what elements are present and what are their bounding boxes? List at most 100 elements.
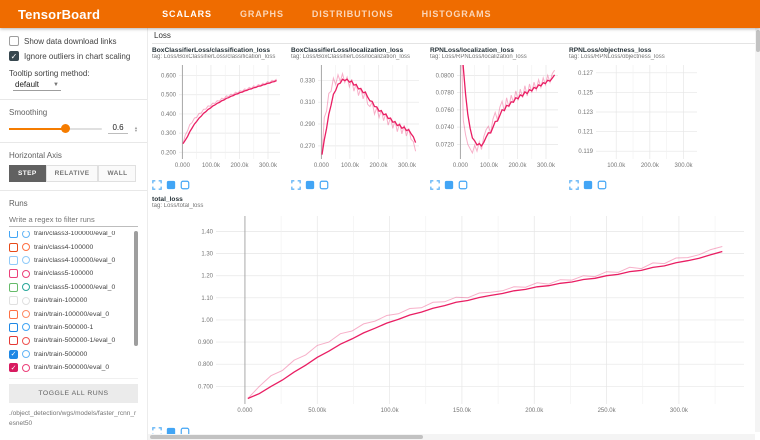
run-list-scrollbar[interactable]	[134, 231, 138, 346]
run-visibility-circle-icon[interactable]	[22, 270, 30, 278]
horizontal-scrollbar[interactable]	[148, 434, 755, 440]
run-rows: train/class3-100000/eval_0train/class4-1…	[9, 231, 138, 374]
tooltip-sort-row: Tooltip sorting method: default ▼	[9, 69, 138, 91]
category-header-loss[interactable]: Loss	[152, 28, 756, 44]
run-label: train/train-500000	[34, 351, 87, 358]
expand-chart-icon[interactable]	[569, 180, 579, 190]
show-download-links-row[interactable]: Show data download links	[9, 36, 138, 46]
expand-chart-icon[interactable]	[152, 180, 162, 190]
tab-scalars[interactable]: SCALARS	[162, 9, 212, 19]
run-checkbox[interactable]	[9, 269, 18, 278]
svg-text:300.0k: 300.0k	[398, 163, 417, 169]
chart-tag: tag: Loss/RPNLoss/localization_loss	[430, 54, 564, 60]
ignore-outliers-checkbox[interactable]: ✓	[9, 51, 19, 61]
toggle-log-scale-icon[interactable]	[166, 180, 176, 190]
run-row[interactable]: train/train-500000-1/eval_0	[9, 334, 138, 347]
pin-card-icon[interactable]	[458, 180, 468, 190]
run-row[interactable]: ✓ train/train-500000	[9, 348, 138, 361]
run-row[interactable]: ✓ train/train-500000/eval_0	[9, 361, 138, 374]
smoothing-stepper[interactable]: ▲▼	[134, 126, 138, 132]
run-visibility-circle-icon[interactable]	[22, 297, 30, 305]
run-checkbox[interactable]	[9, 336, 18, 345]
vertical-scrollbar[interactable]	[755, 28, 760, 432]
smoothing-slider-thumb[interactable]	[61, 124, 70, 133]
run-visibility-circle-icon[interactable]	[22, 310, 30, 318]
smoothing-value[interactable]: 0.6	[108, 123, 128, 134]
run-row[interactable]: train/class4-100000/eval_0	[9, 254, 138, 267]
svg-text:0.123: 0.123	[578, 110, 594, 116]
ignore-outliers-row[interactable]: ✓ Ignore outliers in chart scaling	[9, 51, 138, 61]
chart-canvas-total_loss[interactable]: 0.7000.8000.9001.001.101.201.301.400.000…	[152, 210, 752, 420]
run-row[interactable]: train/train-100000/eval_0	[9, 307, 138, 320]
run-checkbox[interactable]	[9, 310, 18, 319]
run-row[interactable]: train/train-500000-1	[9, 321, 138, 334]
show-download-links-checkbox[interactable]	[9, 36, 19, 46]
vertical-scrollbar-thumb[interactable]	[756, 30, 760, 52]
tab-graphs[interactable]: GRAPHS	[240, 9, 284, 19]
horizontal-axis-buttons: STEPRELATIVEWALL	[9, 165, 138, 182]
expand-chart-icon[interactable]	[291, 180, 301, 190]
svg-text:200.0k: 200.0k	[369, 163, 388, 169]
toggle-log-scale-icon[interactable]	[305, 180, 315, 190]
run-checkbox[interactable]	[9, 323, 18, 332]
run-visibility-circle-icon[interactable]	[22, 323, 30, 331]
run-checkbox[interactable]: ✓	[9, 363, 18, 372]
svg-text:0.125: 0.125	[578, 90, 594, 96]
run-row[interactable]: train/class3-100000/eval_0	[9, 231, 138, 240]
svg-text:0.800: 0.800	[198, 362, 214, 368]
toggle-log-scale-icon[interactable]	[583, 180, 593, 190]
chart-canvas-rpn_localization_loss[interactable]: 0.07200.07400.07600.07800.08000.000100.0…	[430, 61, 564, 173]
run-checkbox[interactable]: ✓	[9, 350, 18, 359]
tab-distributions[interactable]: DISTRIBUTIONS	[312, 9, 394, 19]
run-visibility-circle-icon[interactable]	[22, 231, 30, 238]
run-visibility-circle-icon[interactable]	[22, 243, 30, 251]
tooltip-sort-select[interactable]: default ▼	[13, 78, 61, 91]
run-row[interactable]: train/train-100000	[9, 294, 138, 307]
chart-card-box_localization_loss: BoxClassifierLoss/localization_losstag: …	[291, 47, 425, 191]
pin-card-icon[interactable]	[597, 180, 607, 190]
run-visibility-circle-icon[interactable]	[22, 364, 30, 372]
run-checkbox[interactable]	[9, 243, 18, 252]
tensorboard-app: TensorBoard SCALARSGRAPHSDISTRIBUTIONSHI…	[0, 0, 760, 440]
run-checkbox[interactable]	[9, 283, 18, 292]
chart-card-box_classification_loss: BoxClassifierLoss/classification_losstag…	[152, 47, 286, 191]
axis-button-wall[interactable]: WALL	[98, 165, 136, 182]
pin-card-icon[interactable]	[180, 180, 190, 190]
run-checkbox[interactable]	[9, 256, 18, 265]
horizontal-scrollbar-thumb[interactable]	[150, 435, 423, 439]
run-filter-input[interactable]	[9, 213, 138, 227]
smoothing-slider-row: 0.6 ▲▼	[9, 123, 138, 134]
run-visibility-circle-icon[interactable]	[22, 337, 30, 345]
svg-text:300.0k: 300.0k	[537, 163, 556, 169]
tab-histograms[interactable]: HISTOGRAMS	[422, 9, 492, 19]
axis-button-relative[interactable]: RELATIVE	[46, 165, 99, 182]
run-row[interactable]: train/class5-100000	[9, 267, 138, 280]
svg-text:0.300: 0.300	[161, 131, 177, 137]
divider	[0, 142, 147, 143]
run-visibility-circle-icon[interactable]	[22, 350, 30, 358]
run-row[interactable]: train/class4-100000	[9, 240, 138, 253]
svg-text:1.20: 1.20	[201, 274, 213, 280]
toggle-log-scale-icon[interactable]	[444, 180, 454, 190]
chart-title: BoxClassifierLoss/classification_loss	[152, 47, 286, 54]
run-checkbox[interactable]	[9, 231, 18, 238]
pin-card-icon[interactable]	[319, 180, 329, 190]
svg-text:200.0k: 200.0k	[508, 163, 527, 169]
svg-text:0.0720: 0.0720	[436, 142, 455, 148]
chart-toolbar	[430, 179, 564, 191]
expand-chart-icon[interactable]	[430, 180, 440, 190]
chart-canvas-rpn_objectness_loss[interactable]: 0.1190.1210.1230.1250.127100.0k200.0k300…	[569, 61, 703, 173]
run-row[interactable]: train/class5-100000/eval_0	[9, 281, 138, 294]
run-label: train/class5-100000/eval_0	[34, 284, 115, 291]
run-visibility-circle-icon[interactable]	[22, 256, 30, 264]
chart-canvas-box_localization_loss[interactable]: 0.2700.2900.3100.3300.000100.0k200.0k300…	[291, 61, 425, 173]
run-visibility-circle-icon[interactable]	[22, 283, 30, 291]
svg-text:0.000: 0.000	[314, 163, 330, 169]
smoothing-slider[interactable]	[9, 128, 102, 130]
toggle-all-runs-button[interactable]: TOGGLE ALL RUNS	[9, 384, 138, 403]
run-label: train/train-500000/eval_0	[34, 364, 109, 371]
axis-button-step[interactable]: STEP	[9, 165, 46, 182]
run-checkbox[interactable]	[9, 296, 18, 305]
chart-canvas-box_classification_loss[interactable]: 0.2000.3000.4000.5000.6000.000100.0k200.…	[152, 61, 286, 173]
chart-card-total_loss: total_losstag: Loss/total_loss0.7000.800…	[152, 196, 756, 438]
